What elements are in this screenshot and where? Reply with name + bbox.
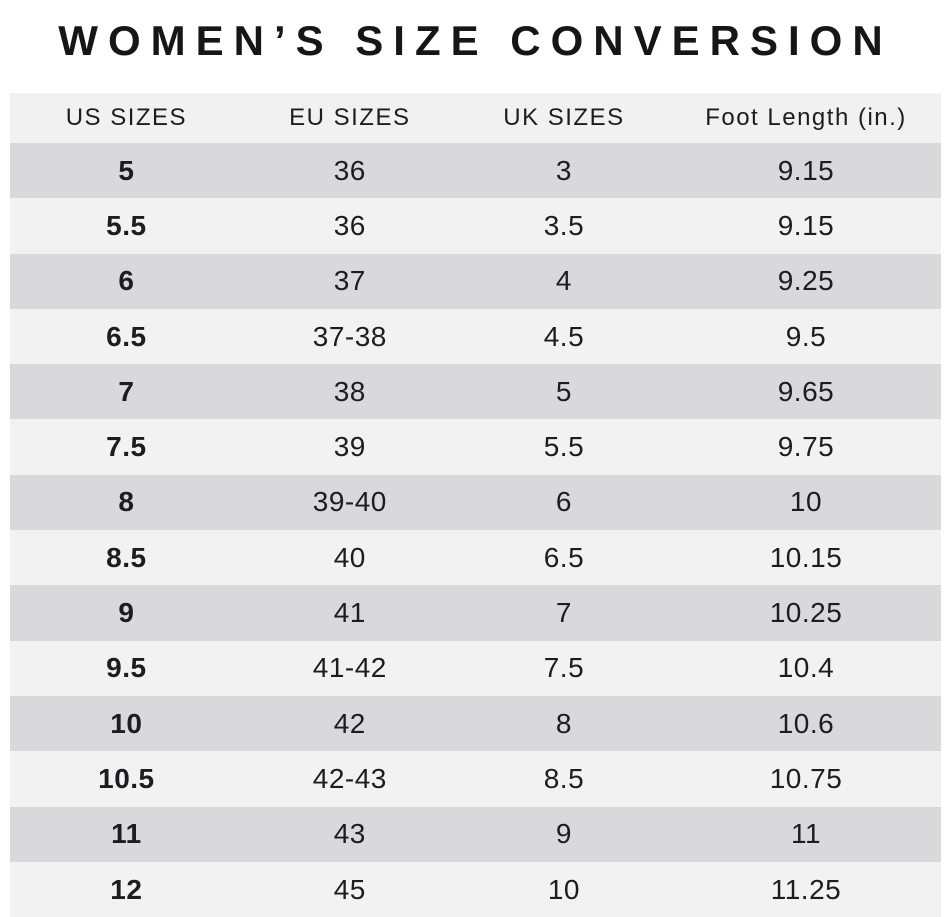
foot-length-cell: 9.65 [777, 375, 835, 407]
uk-size-cell: 3.5 [543, 209, 585, 241]
foot-length-cell: 10.6 [777, 707, 835, 739]
page-title: WOMEN’S SIZE CONVERSION [58, 17, 893, 64]
us-size-cell: 7 [118, 375, 135, 407]
foot-length-cell: 9.5 [785, 320, 827, 352]
foot-length-cell: 9.15 [777, 154, 835, 186]
us-size-cell: 8.5 [106, 541, 147, 573]
us-size-cell: 8 [118, 486, 135, 518]
us-size-cell: 9.5 [106, 652, 147, 684]
foot-length-cell: 10.15 [769, 541, 843, 573]
table-row: 7.5 39 5.5 9.75 [10, 419, 941, 475]
table-row: 6.5 37-38 4.5 9.5 [10, 308, 941, 365]
uk-size-cell: 4.5 [543, 320, 585, 352]
uk-size-cell: 3 [555, 154, 572, 186]
table-row: 9.5 41-42 7.5 10.4 [10, 640, 941, 696]
foot-length-cell: 9.75 [777, 431, 835, 463]
table-row: 12 45 10 11.25 [10, 861, 941, 917]
table-row: 8.5 40 6.5 10.15 [10, 530, 941, 586]
column-header-eu-sizes: EU SIZES [289, 104, 411, 131]
uk-size-cell: 6 [555, 486, 572, 518]
eu-size-cell: 38 [333, 375, 366, 407]
table-row: 9 41 7 10.25 [10, 585, 941, 641]
eu-size-cell: 41 [333, 597, 366, 629]
uk-size-cell: 9 [555, 818, 572, 850]
eu-size-cell: 36 [333, 154, 366, 186]
foot-length-cell: 11.25 [770, 873, 842, 905]
us-size-cell: 9 [118, 597, 135, 629]
column-header-uk-sizes: UK SIZES [503, 104, 625, 131]
us-size-cell: 5 [118, 154, 135, 186]
uk-size-cell: 6.5 [543, 541, 585, 573]
table-row: 8 39-40 6 10 [10, 474, 941, 531]
eu-size-cell: 37-38 [312, 320, 387, 352]
column-header-us-sizes: US SIZES [65, 104, 188, 131]
foot-length-cell: 10.4 [777, 652, 835, 684]
eu-size-cell: 36 [333, 209, 366, 241]
table-row: 6 37 4 9.25 [10, 253, 941, 309]
uk-size-cell: 5 [555, 375, 572, 407]
foot-length-cell: 9.15 [777, 209, 835, 241]
us-size-cell: 12 [110, 873, 143, 905]
eu-size-cell: 39 [333, 431, 366, 463]
table-row: 10.5 42-43 8.5 10.75 [10, 751, 941, 807]
uk-size-cell: 10 [547, 873, 581, 905]
foot-length-cell: 11 [790, 818, 822, 850]
eu-size-cell: 39-40 [312, 486, 387, 518]
us-size-cell: 6 [118, 265, 135, 297]
size-conversion-table: US SIZES EU SIZES UK SIZES Foot Length (… [10, 93, 941, 917]
foot-length-cell: 10.75 [769, 762, 843, 794]
foot-length-cell: 10 [789, 486, 823, 518]
uk-size-cell: 7.5 [543, 652, 585, 684]
us-size-cell: 11 [111, 818, 142, 850]
foot-length-cell: 10.25 [769, 597, 843, 629]
us-size-cell: 6.5 [106, 320, 147, 352]
us-size-cell: 10.5 [98, 762, 155, 794]
column-header-foot-length: Foot Length (in.) [705, 104, 907, 131]
eu-size-cell: 41-42 [312, 652, 387, 684]
table-row: 5.5 36 3.5 9.15 [10, 198, 941, 254]
eu-size-cell: 37 [333, 265, 366, 297]
us-size-cell: 10 [110, 707, 143, 739]
table-row: 11 43 9 11 [10, 806, 941, 862]
eu-size-cell: 45 [333, 873, 366, 905]
uk-size-cell: 8.5 [543, 762, 585, 794]
uk-size-cell: 7 [555, 597, 572, 629]
eu-size-cell: 43 [333, 818, 366, 850]
foot-length-cell: 9.25 [777, 265, 835, 297]
table-header-row: US SIZES EU SIZES UK SIZES Foot Length (… [10, 93, 941, 143]
table-row: 10 42 8 10.6 [10, 695, 941, 752]
uk-size-cell: 8 [555, 707, 572, 739]
eu-size-cell: 42-43 [312, 762, 387, 794]
table-row: 5 36 3 9.15 [10, 143, 941, 199]
uk-size-cell: 5.5 [543, 431, 585, 463]
us-size-cell: 7.5 [106, 431, 147, 463]
uk-size-cell: 4 [555, 265, 572, 297]
table-row: 7 38 5 9.65 [10, 364, 941, 420]
us-size-cell: 5.5 [106, 209, 147, 241]
eu-size-cell: 42 [333, 707, 366, 739]
eu-size-cell: 40 [333, 541, 366, 573]
